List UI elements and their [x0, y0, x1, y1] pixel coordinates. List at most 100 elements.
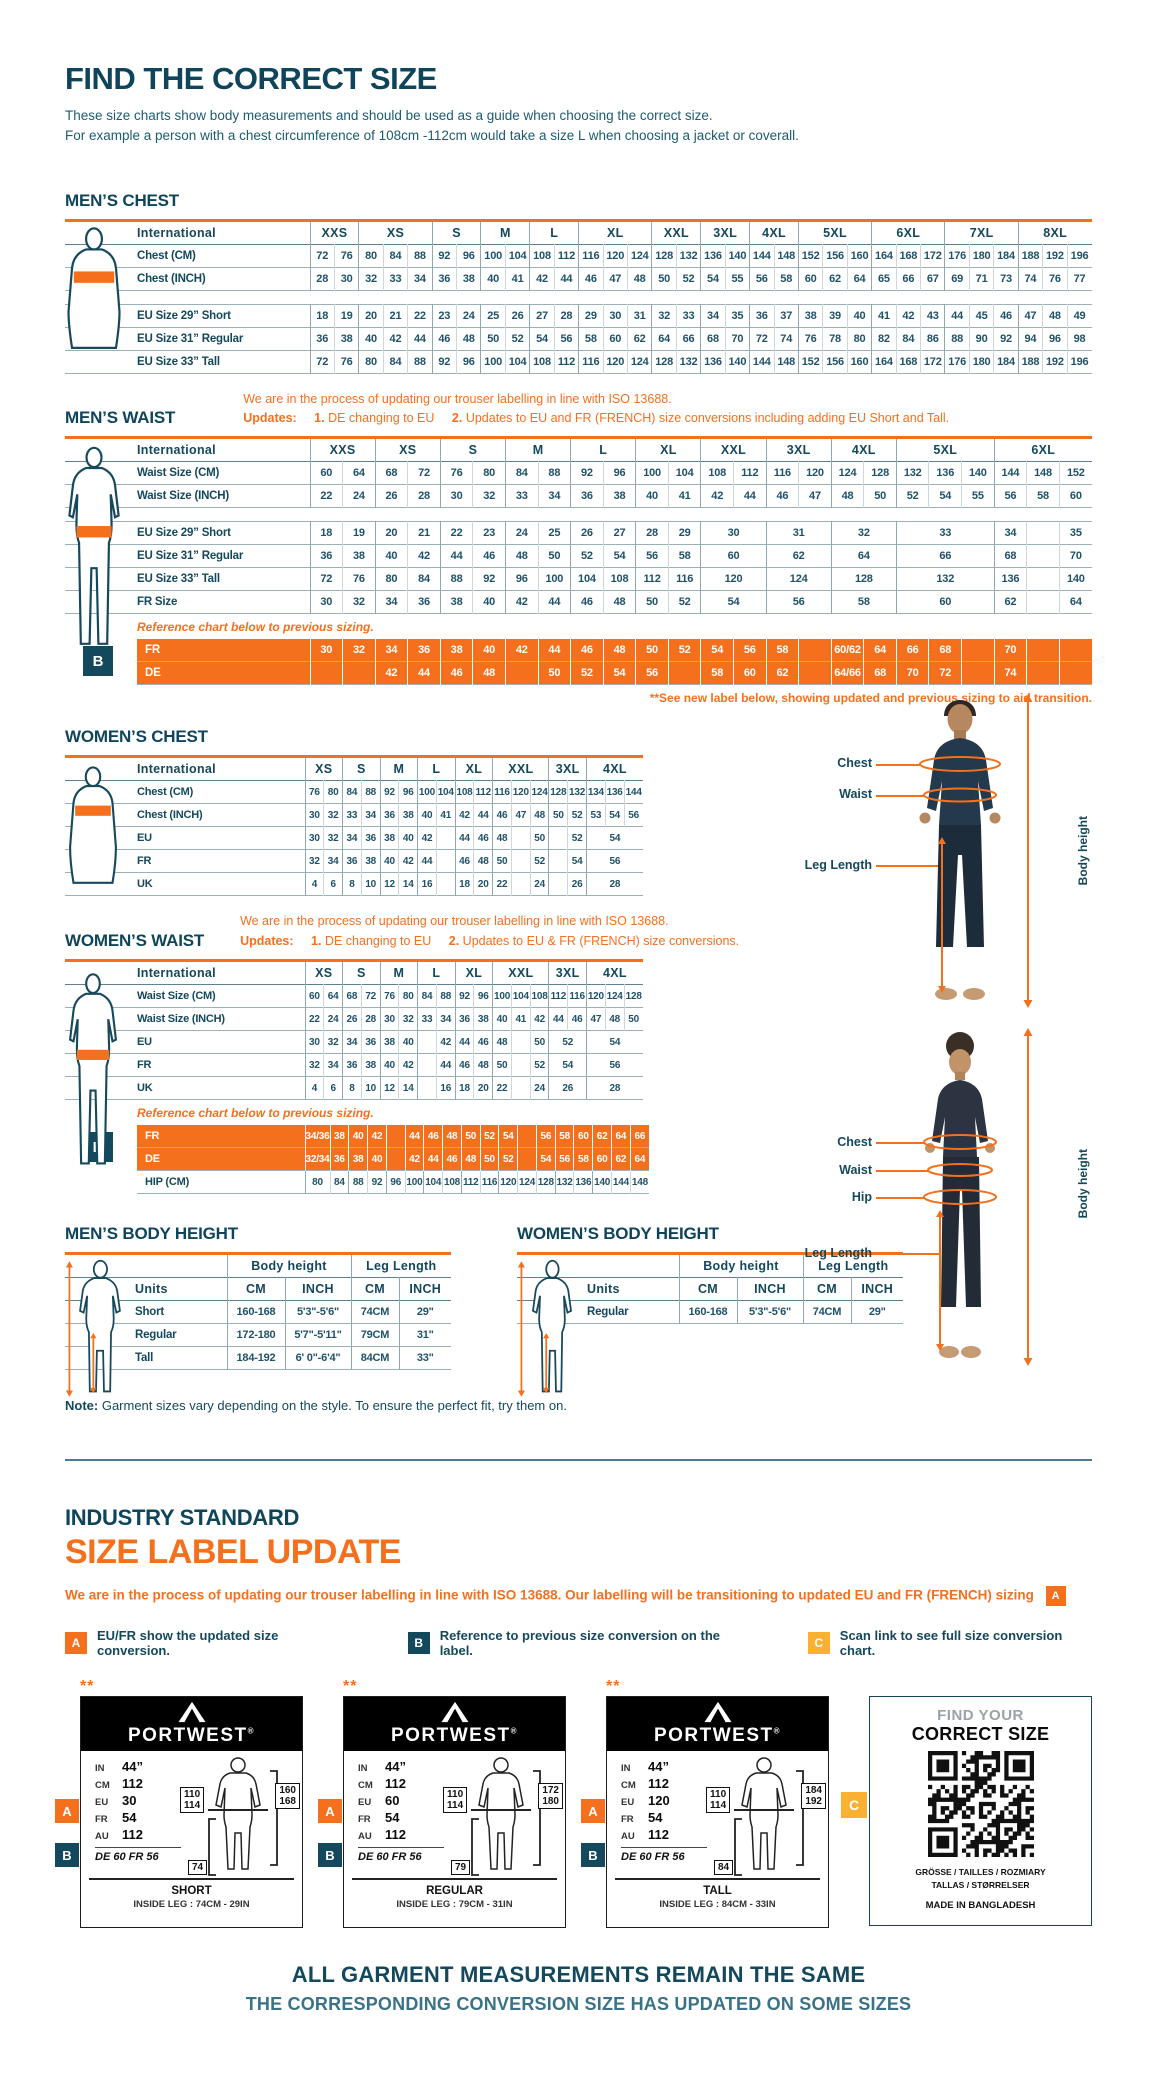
size-column-header: 6XL — [993, 437, 1092, 462]
badge-a: A — [318, 1799, 342, 1823]
size-column-header: L — [417, 756, 456, 781]
field-label: EU — [621, 1797, 635, 1808]
womens-body-height-figure-icon — [517, 1259, 572, 1397]
table-cell: 56 — [535, 1125, 556, 1148]
badge-a: A — [55, 1799, 79, 1823]
badge-c: C — [807, 1632, 830, 1654]
table-row: EU 30 32 34 36 38 40 42 44 46 48 50 52 54 — [65, 1030, 643, 1054]
size-column-header: 6XL — [871, 220, 945, 244]
table-cell: 52 — [570, 544, 604, 568]
table-cell: 54 — [700, 590, 767, 614]
update-1-text: DE changing to EU — [324, 933, 432, 948]
table-cell: 38 — [379, 826, 399, 850]
column-header: International — [137, 225, 216, 240]
table-cell: 50 — [548, 803, 568, 827]
table-cell — [798, 639, 832, 662]
table-cell: 116 — [567, 984, 587, 1008]
table-cell: 56 — [733, 639, 767, 662]
table-cell: 33 — [382, 267, 408, 290]
size-column-header: M — [504, 437, 571, 462]
table-cell — [510, 1053, 531, 1077]
table-cell: 90 — [968, 327, 994, 350]
table-cell: 156 — [822, 244, 848, 267]
size-column-header: S — [431, 220, 481, 244]
legend-text-b: Reference to previous size conversion on… — [439, 1628, 720, 1658]
table-cell: 34 — [700, 304, 726, 327]
table-cell: 30 — [439, 484, 473, 508]
size-column-header: 4XL — [585, 756, 643, 781]
table-cell: 64 — [342, 461, 376, 485]
table-cell: 10 — [360, 1076, 381, 1100]
table-cell: 74CM — [802, 1300, 851, 1324]
table-cell: 50 — [529, 1030, 549, 1054]
table-cell: 28 — [309, 267, 335, 290]
qr-find-your: FIND YOUR — [937, 1707, 1024, 1724]
field-label: FR — [621, 1814, 634, 1825]
height-size-box: 172 180 — [538, 1783, 563, 1810]
table-row: Waist Size (INCH) 22 24 26 28 30 32 33 34 36 38 40 4… — [65, 484, 1092, 508]
table-cell: 56 — [635, 661, 669, 685]
table-cell: 172 — [920, 350, 945, 373]
field-label: FR — [95, 1814, 108, 1825]
table-cell: 144 — [749, 244, 775, 267]
table-cell: 172 — [920, 244, 945, 267]
field-label: CM — [95, 1780, 110, 1791]
table-cell: 54 — [567, 849, 587, 873]
table-cell: 24 — [456, 304, 481, 327]
table-row: EU Size 33” Tall 72 76 80 84 88 92 96 100 104 108 1… — [65, 567, 1092, 591]
table-cell: 41 — [667, 484, 701, 508]
table-cell: 36 — [342, 849, 362, 873]
table-cell: 52 — [529, 1053, 549, 1077]
table-cell: 60 — [573, 1125, 593, 1148]
table-row: Waist Size (CM) 60 64 68 72 76 80 84 88 92 96 100 10… — [65, 984, 643, 1008]
table-cell: 40 — [846, 304, 872, 327]
table-cell — [435, 872, 456, 896]
size-column-header: M — [379, 960, 418, 985]
badge-b: B — [83, 646, 113, 677]
table-cell: 188 — [1017, 350, 1043, 373]
table-cell: 42 — [700, 484, 734, 508]
table-cell: 47 — [798, 484, 832, 508]
size-column-header: XS — [358, 220, 433, 244]
size-column-header: 8XL — [1017, 220, 1092, 244]
table-cell: 50 — [460, 1125, 481, 1148]
previous-size-line: DE 60 FR 56 — [621, 1847, 707, 1863]
table-cell: 58 — [573, 1147, 593, 1171]
table-cell: 88 — [360, 780, 381, 804]
table-cell: 38 — [439, 639, 473, 662]
size-column-header: L — [417, 960, 456, 985]
table-cell: 128 — [863, 461, 897, 485]
hip-connector-line — [876, 1197, 925, 1199]
size-field-row: IN 44” — [95, 1759, 302, 1776]
inside-leg: INSIDE LEG : 84CM - 33IN — [659, 1899, 776, 1910]
table-cell: 38 — [342, 544, 376, 568]
table-cell — [342, 661, 376, 685]
table-cell: 55 — [724, 267, 750, 290]
table-cell: 29 — [578, 304, 604, 327]
table-cell: 140 — [724, 350, 750, 373]
male-measurement-figure: Chest Waist Leg Length Body height — [788, 692, 1090, 1010]
row-label: EU Size 33” Tall — [137, 355, 220, 368]
update-2-text: Updates to EU & FR (FRENCH) size convers… — [462, 933, 740, 948]
update-2-num: 2. — [451, 410, 463, 425]
qr-card: C FIND YOUR CORRECT SIZE GRÖSSE / TAILLE… — [841, 1696, 1092, 1928]
table-cell: 60 — [895, 590, 995, 614]
table-cell: 128 — [651, 350, 677, 373]
male-chest-label: Chest — [837, 756, 872, 770]
table-cell — [798, 661, 832, 685]
table-cell: 36 — [407, 639, 441, 662]
table-cell — [1026, 639, 1060, 662]
table-cell: 6' 0"-6'4" — [284, 1346, 351, 1370]
table-cell: 96 — [398, 780, 418, 804]
male-figure — [919, 694, 1033, 1008]
table-cell: 74 — [1017, 267, 1043, 290]
table-cell: 128 — [623, 984, 643, 1008]
table-row: EU Size 29” Short 18 19 20 21 22 23 24 25 26 27 28 2… — [65, 521, 1092, 545]
qr-correct-size: CORRECT SIZE — [911, 1724, 1050, 1744]
table-cell: 40 — [480, 267, 506, 290]
table-row: FR 32 34 36 38 40 42 44 46 48 50 52 54 56 — [65, 1053, 643, 1077]
table-cell: 88 — [537, 461, 571, 485]
womens-waist-table: International XS S M L XL XXL 3XL 4XL Waist Size … — [65, 959, 705, 1100]
table-cell: 52 — [567, 826, 587, 850]
table-cell — [548, 826, 568, 850]
